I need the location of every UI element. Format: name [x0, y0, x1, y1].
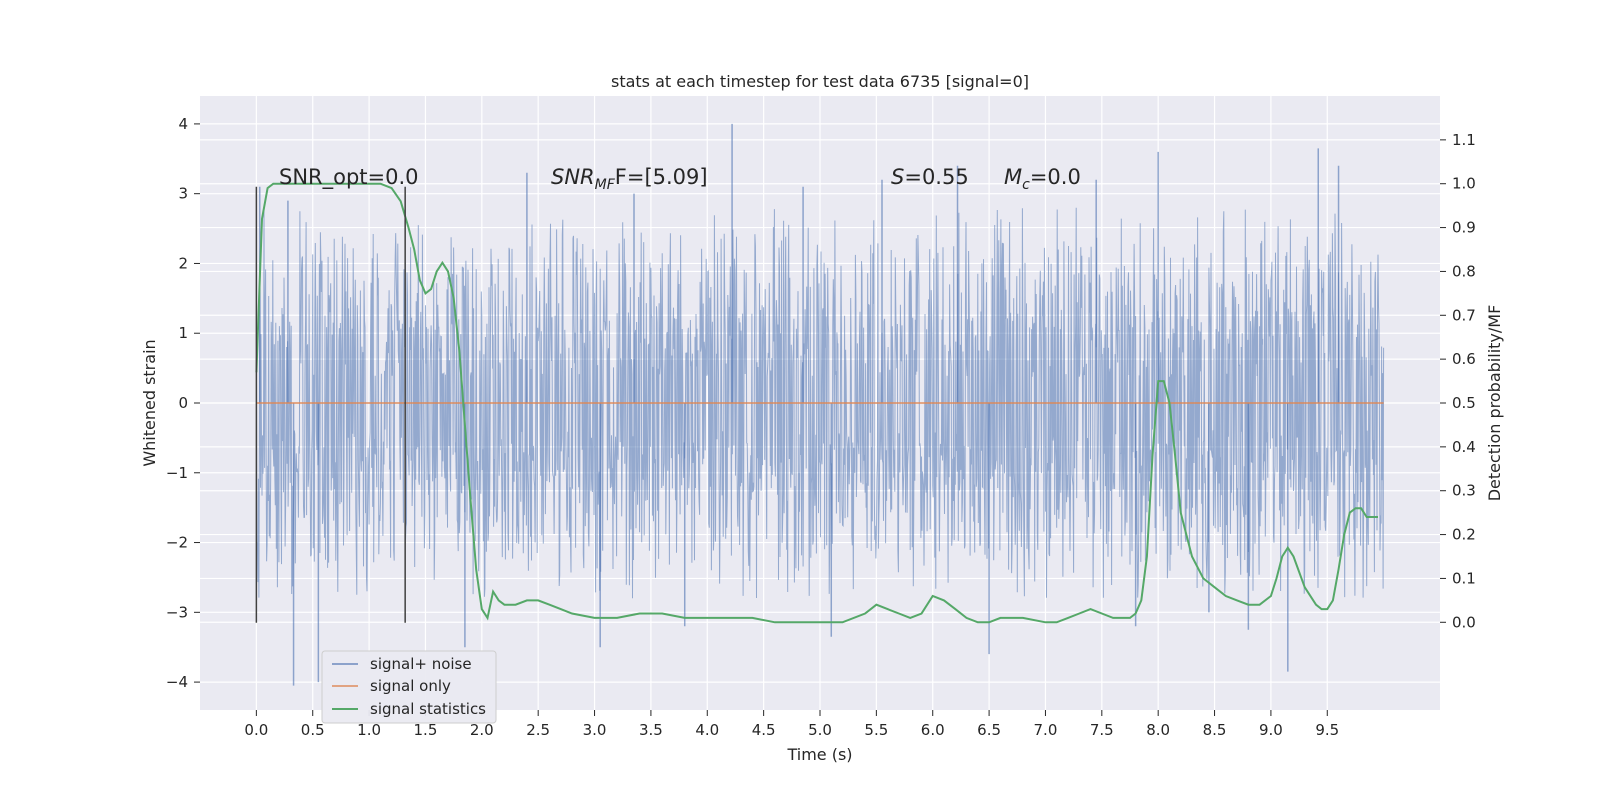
- x-tick-label: 3.5: [639, 721, 663, 739]
- annotation-mc-sub: c: [1022, 177, 1030, 193]
- legend-label-noise: signal+ noise: [370, 655, 472, 673]
- y-right-tick-label: 0.9: [1452, 219, 1476, 237]
- x-tick-label: 2.0: [470, 721, 494, 739]
- y-right-tick-label: 0.7: [1452, 306, 1476, 324]
- y-axis-right-ticks: 0.0 0.1 0.2 0.3 0.4 0.5 0.6 0.7 0.8 0.9 1.0 1.1: [1440, 131, 1476, 631]
- y-right-tick-label: 1.1: [1452, 131, 1476, 149]
- annotation-s-rest: =0.55: [904, 165, 968, 189]
- annotation-snr-opt: SNR_opt=0.0: [279, 165, 419, 190]
- y-right-tick-label: 0.1: [1452, 569, 1476, 587]
- y-left-tick-label: 2: [178, 254, 188, 272]
- x-tick-label: 6.5: [977, 721, 1001, 739]
- annotation-mc-main: M: [1004, 165, 1022, 189]
- y-right-tick-label: 0.6: [1452, 350, 1476, 368]
- y-right-tick-label: 0.3: [1452, 482, 1476, 500]
- x-tick-label: 7.5: [1090, 721, 1114, 739]
- x-tick-label: 8.5: [1203, 721, 1227, 739]
- annotation-snr-mf-sub: MF: [595, 177, 616, 193]
- x-tick-label: 5.0: [808, 721, 832, 739]
- annotation-s-main: S: [891, 165, 904, 189]
- y-right-tick-label: 0.4: [1452, 438, 1476, 456]
- x-tick-label: 1.5: [414, 721, 438, 739]
- x-tick-label: 5.5: [864, 721, 888, 739]
- legend-label-statistics: signal statistics: [370, 700, 486, 718]
- x-tick-label: 7.0: [1034, 721, 1058, 739]
- x-tick-label: 2.5: [526, 721, 550, 739]
- chart-title: stats at each timestep for test data 673…: [611, 72, 1029, 91]
- signal-statistics-series: [255, 182, 1378, 624]
- x-tick-label: 9.0: [1259, 721, 1283, 739]
- annotation-snr-mf-main: SNR: [551, 165, 595, 189]
- y-left-tick-label: 3: [178, 185, 188, 203]
- y-axis-left-ticks: −4 −3 −2 −1 0 1 2 3 4: [166, 115, 200, 691]
- y-left-tick-label: −2: [166, 534, 188, 552]
- signal-plus-noise-series: [255, 123, 1385, 686]
- x-tick-label: 1.0: [357, 721, 381, 739]
- annotation-snr-mf-rest: F=[5.09]: [615, 165, 708, 189]
- annotation-s: S=0.55: [891, 165, 969, 189]
- annotation-mc: Mc=0.0: [1004, 165, 1081, 193]
- annotation-mc-rest: =0.0: [1030, 165, 1081, 189]
- x-tick-label: 4.0: [695, 721, 719, 739]
- y-axis-right-label: Detection probability/MF: [1485, 305, 1504, 502]
- y-left-tick-label: 0: [178, 394, 188, 412]
- x-axis-label: Time (s): [786, 745, 852, 764]
- annotation-snr-mf: SNRMFF=[5.09]: [551, 165, 708, 193]
- x-axis-ticks: 0.0 0.5 1.0 1.5 2.0 2.5 3.0 3.5 4.0 4.5 5.0 5.5 6.0 6…: [244, 710, 1339, 739]
- x-tick-label: 3.0: [583, 721, 607, 739]
- x-tick-label: 9.5: [1315, 721, 1339, 739]
- statistics-line: [255, 182, 1378, 624]
- y-right-tick-label: 0.2: [1452, 526, 1476, 544]
- x-tick-label: 8.0: [1146, 721, 1170, 739]
- y-right-tick-label: 1.0: [1452, 175, 1476, 193]
- marker-lines: [255, 186, 406, 623]
- x-tick-label: 0.5: [301, 721, 325, 739]
- x-tick-label: 4.5: [752, 721, 776, 739]
- x-tick-label: 0.0: [244, 721, 268, 739]
- y-left-tick-label: −1: [166, 464, 188, 482]
- y-left-tick-label: −3: [166, 603, 188, 621]
- y-left-tick-label: 4: [178, 115, 188, 133]
- x-tick-label: 6.0: [921, 721, 945, 739]
- y-right-tick-label: 0.0: [1452, 613, 1476, 631]
- y-axis-left-label: Whitened strain: [140, 339, 159, 466]
- y-right-tick-label: 0.8: [1452, 262, 1476, 280]
- legend-label-signal-only: signal only: [370, 677, 451, 695]
- y-left-tick-label: −4: [166, 673, 188, 691]
- y-left-tick-label: 1: [178, 324, 188, 342]
- noise-line: [255, 207, 1385, 599]
- legend: signal+ noise signal only signal statist…: [321, 650, 497, 724]
- legend-box: [321, 650, 497, 724]
- y-right-tick-label: 0.5: [1452, 394, 1476, 412]
